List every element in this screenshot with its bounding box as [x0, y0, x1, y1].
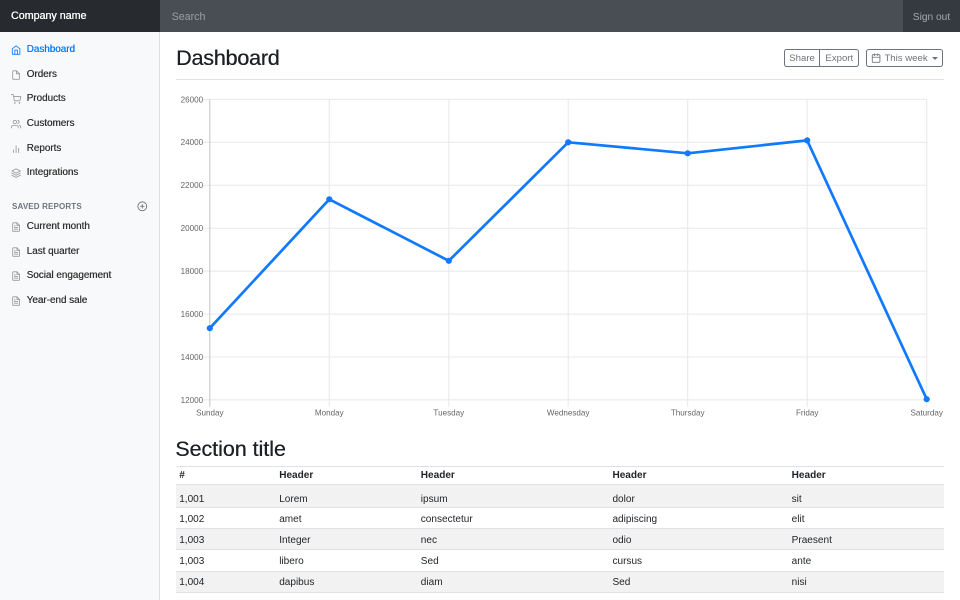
svg-text:16000: 16000 — [181, 310, 204, 319]
svg-text:Thursday: Thursday — [671, 408, 706, 417]
svg-text:Sunday: Sunday — [196, 408, 224, 417]
svg-text:26000: 26000 — [181, 95, 204, 104]
svg-text:Saturday: Saturday — [910, 408, 943, 417]
svg-text:18000: 18000 — [181, 267, 204, 276]
svg-text:Tuesday: Tuesday — [433, 408, 465, 417]
svg-text:Wednesday: Wednesday — [547, 408, 591, 417]
svg-text:Monday: Monday — [315, 408, 345, 417]
svg-text:Friday: Friday — [796, 408, 819, 417]
svg-text:12000: 12000 — [181, 396, 204, 405]
svg-text:22000: 22000 — [181, 181, 204, 190]
svg-text:20000: 20000 — [181, 224, 204, 233]
svg-text:14000: 14000 — [181, 353, 204, 362]
svg-text:24000: 24000 — [181, 138, 204, 147]
